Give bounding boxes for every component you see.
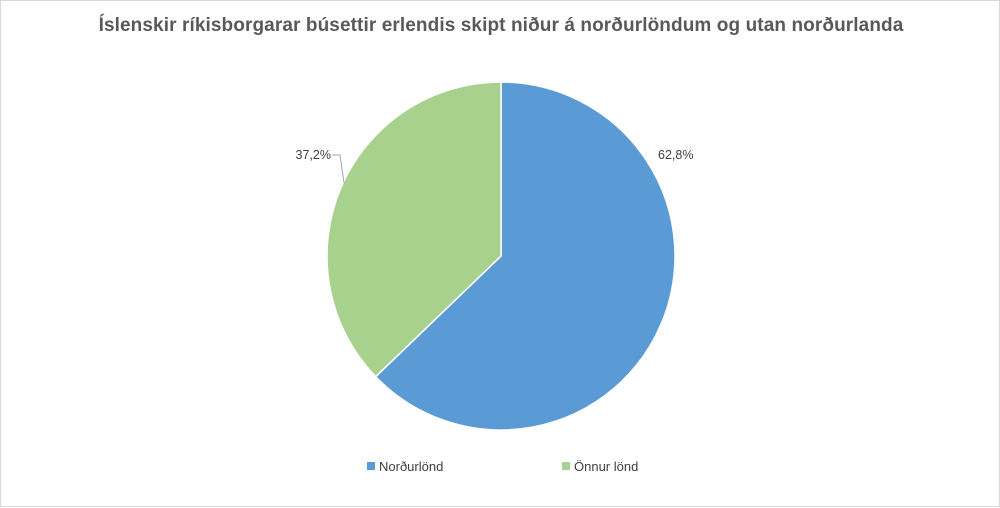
pie-slice-nordurlond bbox=[374, 81, 676, 431]
legend-swatch-nordurlond bbox=[367, 462, 375, 470]
pie-slice-onnur-lond bbox=[326, 81, 502, 378]
legend-label-onnur-lond: Önnur lönd bbox=[574, 458, 639, 474]
data-label-onnur-lond: 37,2% bbox=[296, 148, 331, 162]
legend: Norðurlönd Önnur lönd bbox=[1, 457, 1000, 475]
legend-label-nordurlond: Norðurlönd bbox=[379, 458, 444, 474]
chart-title: Íslenskir ríkisborgarar búsettir erlendi… bbox=[98, 15, 904, 36]
legend-item-nordurlond: Norðurlönd bbox=[367, 457, 443, 475]
data-label-nordurlond: 62,8% bbox=[658, 148, 693, 162]
legend-swatch-onnur-lond bbox=[562, 462, 570, 470]
leader-line-onnur-lond bbox=[332, 154, 345, 184]
legend-item-onnur-lond: Önnur lönd bbox=[562, 457, 638, 475]
